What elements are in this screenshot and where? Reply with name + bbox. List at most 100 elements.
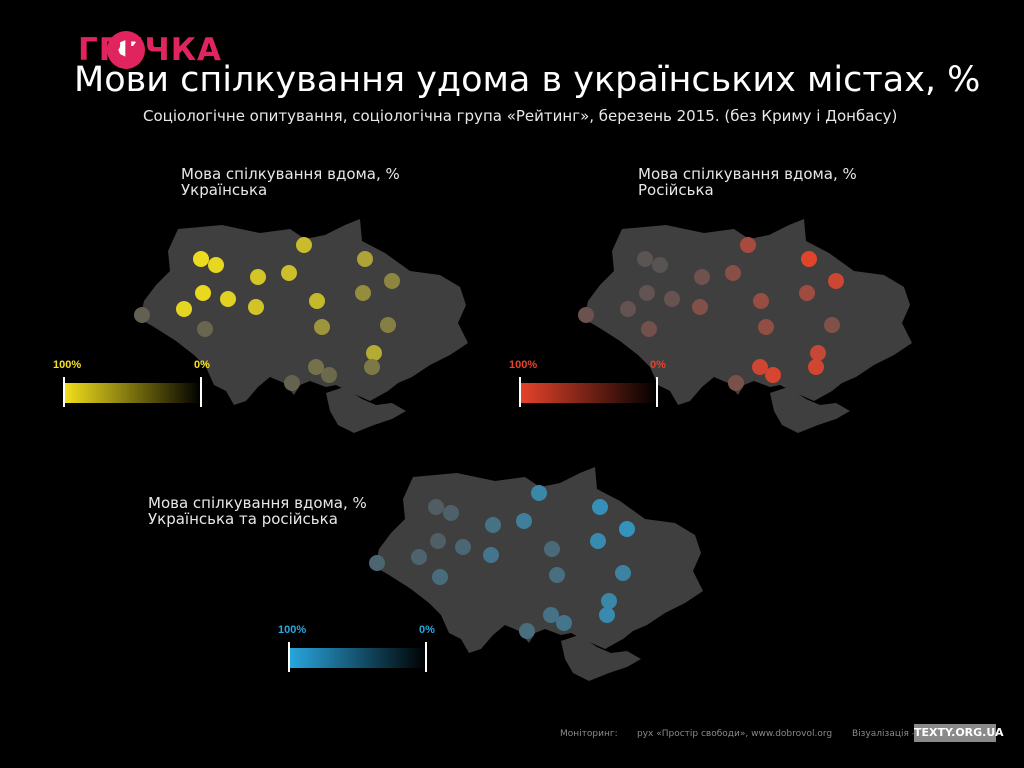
footer-visualization-badge[interactable]: TEXTY.ORG.UA xyxy=(914,724,1003,742)
ukrainian-city-6-marker[interactable] xyxy=(250,269,266,285)
both-city-1-marker[interactable] xyxy=(428,499,444,515)
map-russian xyxy=(578,219,912,433)
russian-city-9-marker[interactable] xyxy=(740,237,756,253)
both-city-20-marker[interactable] xyxy=(519,623,535,639)
ukrainian-city-2-marker[interactable] xyxy=(208,257,224,273)
russian-city-19-marker[interactable] xyxy=(752,359,768,375)
footer-monitoring-source: рух «Простір свободи», www.dobrovol.org xyxy=(637,729,833,739)
both-city-5-marker[interactable] xyxy=(455,539,471,555)
footer-visualization-label: Візуалізація — xyxy=(852,729,921,739)
both-city-11-marker[interactable] xyxy=(549,567,565,583)
ukrainian-crimea-shape xyxy=(326,387,406,433)
both-city-13-marker[interactable] xyxy=(592,499,608,515)
both-city-17-marker[interactable] xyxy=(599,607,615,623)
ukrainian-city-7-marker[interactable] xyxy=(248,299,264,315)
scale-ukrainian-max: 100% xyxy=(53,359,82,371)
ukrainian-city-15-marker[interactable] xyxy=(366,345,382,361)
both-city-7-marker[interactable] xyxy=(483,547,499,563)
ukrainian-city-9-marker[interactable] xyxy=(296,237,312,253)
russian-city-16-marker[interactable] xyxy=(828,273,844,289)
ukrainian-city-18-marker[interactable] xyxy=(321,367,337,383)
scale-ukrainian-bar xyxy=(63,383,201,403)
both-city-3-marker[interactable] xyxy=(430,533,446,549)
russian-city-14-marker[interactable] xyxy=(824,317,840,333)
ukrainian-city-21-marker[interactable] xyxy=(197,321,213,337)
both-city-12-marker[interactable] xyxy=(590,533,606,549)
ukrainian-city-14-marker[interactable] xyxy=(380,317,396,333)
russian-city-7-marker[interactable] xyxy=(692,299,708,315)
russian-city-21-marker[interactable] xyxy=(641,321,657,337)
russian-city-12-marker[interactable] xyxy=(799,285,815,301)
map-ukrainian-label-line1: Мова спілкування вдома, % xyxy=(181,165,400,183)
scale-both-bar xyxy=(288,648,426,668)
map-both-label-line1: Мова спілкування вдома, % xyxy=(148,494,367,512)
scale-russian-max: 100% xyxy=(509,359,538,371)
scale-russian-bar xyxy=(519,383,657,403)
russian-city-6-marker[interactable] xyxy=(694,269,710,285)
scale-ukrainian: 100% 0% xyxy=(53,359,213,409)
map-ukrainian-label: Мова спілкування вдома, % Українська xyxy=(181,166,400,198)
ukrainian-city-8-marker[interactable] xyxy=(281,265,297,281)
russian-city-20-marker[interactable] xyxy=(728,375,744,391)
ukrainian-city-3-marker[interactable] xyxy=(195,285,211,301)
brand-logo-icon xyxy=(107,31,145,69)
map-both-label-line2: Українська та російська xyxy=(148,510,338,528)
both-city-19-marker[interactable] xyxy=(543,607,559,623)
both-city-2-marker[interactable] xyxy=(443,505,459,521)
ukrainian-city-12-marker[interactable] xyxy=(355,285,371,301)
scale-both-tick-right xyxy=(425,642,427,672)
ukrainian-city-1-marker[interactable] xyxy=(193,251,209,267)
russian-city-18-marker[interactable] xyxy=(765,367,781,383)
both-city-9-marker[interactable] xyxy=(531,485,547,501)
russian-city-1-marker[interactable] xyxy=(637,251,653,267)
scale-both: 100% 0% xyxy=(278,624,438,674)
both-crimea-shape xyxy=(561,635,641,681)
russian-city-11-marker[interactable] xyxy=(758,319,774,335)
brand-name: ГРЕЧКА xyxy=(78,32,223,68)
russian-city-5-marker[interactable] xyxy=(664,291,680,307)
russian-city-8-marker[interactable] xyxy=(725,265,741,281)
both-city-15-marker[interactable] xyxy=(601,593,617,609)
russian-crimea-shape xyxy=(770,387,850,433)
ukrainian-city-4-marker[interactable] xyxy=(176,301,192,317)
scale-russian-tick-left xyxy=(519,377,521,407)
scale-both-max: 100% xyxy=(278,624,307,636)
russian-city-4-marker[interactable] xyxy=(620,301,636,317)
both-city-4-marker[interactable] xyxy=(411,549,427,565)
scale-both-tick-left xyxy=(288,642,290,672)
russian-city-2-marker[interactable] xyxy=(652,257,668,273)
ukrainian-city-13-marker[interactable] xyxy=(357,251,373,267)
page-title: Мови спілкування удома в українських міс… xyxy=(74,60,981,100)
both-city-6-marker[interactable] xyxy=(485,517,501,533)
both-city-22-marker[interactable] xyxy=(369,555,385,571)
ukrainian-city-16-marker[interactable] xyxy=(384,273,400,289)
scale-both-min: 0% xyxy=(419,624,435,636)
ukrainian-city-19-marker[interactable] xyxy=(308,359,324,375)
ukrainian-city-20-marker[interactable] xyxy=(284,375,300,391)
russian-city-22-marker[interactable] xyxy=(578,307,594,323)
map-both-label: Мова спілкування вдома, % Українська та … xyxy=(148,495,367,527)
scale-russian-min: 0% xyxy=(650,359,666,371)
ukrainian-city-5-marker[interactable] xyxy=(220,291,236,307)
scale-russian: 100% 0% xyxy=(509,359,669,409)
ukrainian-city-22-marker[interactable] xyxy=(134,307,150,323)
ukrainian-city-17-marker[interactable] xyxy=(364,359,380,375)
map-russian-label-line1: Мова спілкування вдома, % xyxy=(638,165,857,183)
russian-city-17-marker[interactable] xyxy=(808,359,824,375)
both-city-8-marker[interactable] xyxy=(516,513,532,529)
ukrainian-city-11-marker[interactable] xyxy=(314,319,330,335)
scale-russian-tick-right xyxy=(656,377,658,407)
both-city-21-marker[interactable] xyxy=(432,569,448,585)
russian-city-13-marker[interactable] xyxy=(801,251,817,267)
russian-city-3-marker[interactable] xyxy=(639,285,655,301)
both-city-16-marker[interactable] xyxy=(619,521,635,537)
both-city-14-marker[interactable] xyxy=(615,565,631,581)
map-both xyxy=(369,467,703,681)
both-city-18-marker[interactable] xyxy=(556,615,572,631)
scale-ukrainian-min: 0% xyxy=(194,359,210,371)
russian-city-10-marker[interactable] xyxy=(753,293,769,309)
russian-city-15-marker[interactable] xyxy=(810,345,826,361)
both-city-10-marker[interactable] xyxy=(544,541,560,557)
map-ukrainian xyxy=(134,219,468,433)
ukrainian-city-10-marker[interactable] xyxy=(309,293,325,309)
